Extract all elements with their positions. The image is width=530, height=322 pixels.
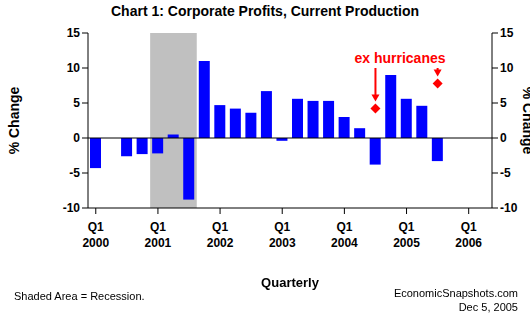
svg-text:5: 5 xyxy=(73,96,80,110)
svg-text:Q12006: Q12006 xyxy=(455,220,482,250)
svg-text:Q12002: Q12002 xyxy=(207,220,234,250)
svg-text:10: 10 xyxy=(500,61,514,75)
html-text:EconomicSnapshots.com: EconomicSnapshots.com xyxy=(393,287,518,299)
html-text:ex hurricanes: ex hurricanes xyxy=(354,50,446,66)
svg-text:0: 0 xyxy=(73,131,80,145)
svg-text:Q12005: Q12005 xyxy=(393,220,420,250)
svg-text:Q12004: Q12004 xyxy=(331,220,358,250)
svg-text:Q12001: Q12001 xyxy=(145,220,172,250)
svg-text:10: 10 xyxy=(67,61,81,75)
svg-text:% Change: % Change xyxy=(8,86,22,154)
svg-text:-10: -10 xyxy=(500,201,518,215)
html-text:Shaded Area = Recession.: Shaded Area = Recession. xyxy=(14,290,145,302)
svg-text:Q12000: Q12000 xyxy=(82,220,109,250)
svg-text:15: 15 xyxy=(67,26,81,40)
svg-text:-5: -5 xyxy=(500,166,511,180)
html-text:Quarterly: Quarterly xyxy=(261,275,319,290)
svg-text:-10: -10 xyxy=(63,201,81,215)
svg-text:Q12003: Q12003 xyxy=(269,220,296,250)
svg-text:15: 15 xyxy=(500,26,514,40)
html-text:Dec 5, 2005: Dec 5, 2005 xyxy=(458,301,518,313)
svg-text:0: 0 xyxy=(500,131,507,145)
svg-text:% Change: % Change xyxy=(520,87,522,155)
svg-text:-5: -5 xyxy=(69,166,80,180)
html-text:Chart 1: Corporate Profits, Cu: Chart 1: Corporate Profits, Current Prod… xyxy=(111,3,419,19)
svg-text:5: 5 xyxy=(500,96,507,110)
